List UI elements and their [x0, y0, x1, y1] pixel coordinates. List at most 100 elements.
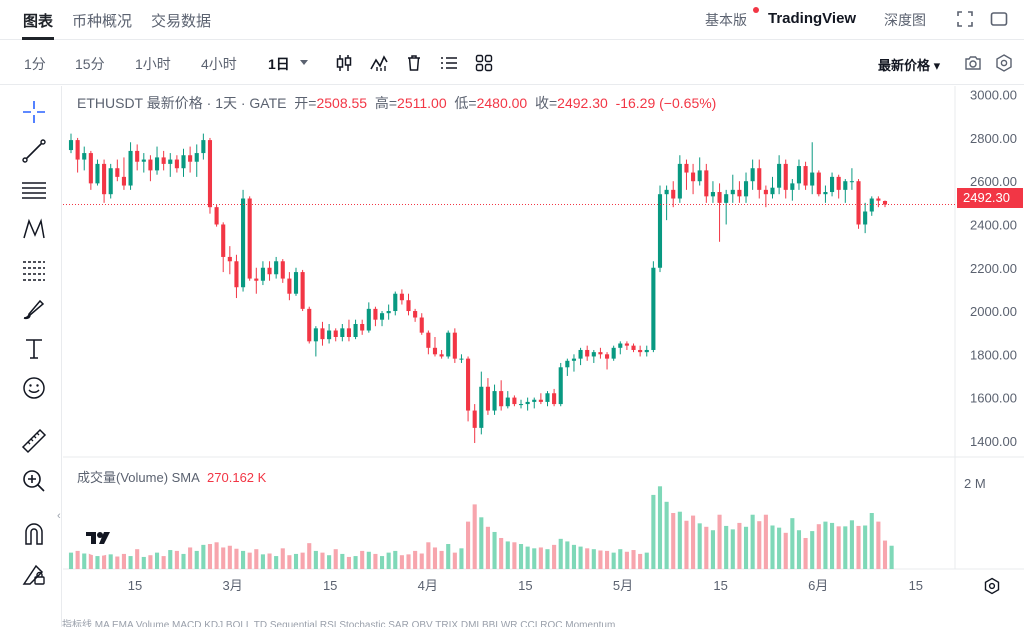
volume-bar: [830, 522, 835, 569]
candle-body: [651, 267, 656, 350]
volume-bar: [743, 526, 749, 569]
horizontal-lines-icon[interactable]: [20, 177, 48, 205]
candle-body: [565, 360, 570, 368]
candle-body: [168, 159, 173, 164]
candle-body: [293, 272, 299, 294]
candle-body: [863, 211, 868, 225]
zoom-in-icon[interactable]: [20, 467, 48, 495]
volume-bar: [141, 556, 146, 569]
layout-grid-icon[interactable]: [474, 53, 494, 73]
volume-bar: [214, 542, 219, 569]
brush-icon[interactable]: [20, 295, 48, 323]
timeframe-1m[interactable]: 1分: [24, 56, 46, 72]
fullscreen-icon[interactable]: [956, 10, 974, 28]
y-tick-label: 1800.00: [970, 347, 1017, 362]
window-icon[interactable]: [990, 10, 1008, 28]
candle-body: [75, 140, 80, 160]
volume-bar: [426, 542, 431, 569]
volume-bar: [717, 514, 722, 569]
candle-body: [518, 404, 524, 406]
volume-bar: [221, 547, 226, 569]
text-tool-icon[interactable]: [20, 335, 48, 363]
last-price-tag: 2492.30: [957, 188, 1023, 208]
volume-bar: [803, 537, 808, 569]
list-icon[interactable]: [439, 53, 459, 73]
volume-bar: [889, 545, 894, 569]
candle-body: [849, 181, 854, 183]
crosshair-icon[interactable]: [20, 98, 48, 126]
volume-bar: [843, 526, 848, 569]
axis-settings-icon[interactable]: [983, 577, 1001, 595]
candle-body: [512, 397, 517, 405]
timeframe-15m[interactable]: 15分: [75, 56, 105, 72]
candle-body: [340, 328, 345, 337]
candle-body: [499, 391, 504, 407]
tradingview-view-button[interactable]: TradingView: [768, 10, 857, 27]
volume-bar: [108, 554, 113, 569]
candle-body: [82, 153, 87, 160]
tab-coin-overview[interactable]: 币种概况: [72, 13, 133, 30]
lock-drawings-icon[interactable]: [20, 560, 48, 588]
volume-bar: [571, 544, 577, 569]
volume-bar: [525, 546, 530, 569]
indicators-icon[interactable]: [369, 53, 389, 73]
volume-bar: [505, 541, 510, 569]
timeframe-4h[interactable]: 4小时: [201, 56, 237, 72]
volume-bar: [135, 549, 140, 569]
tab-chart[interactable]: 图表: [23, 13, 54, 30]
timeframe-1h[interactable]: 1小时: [135, 56, 171, 72]
candle-body: [830, 176, 835, 193]
volume-bar: [181, 553, 186, 569]
y-tick-label: 3000.00: [970, 88, 1017, 103]
volume-bar: [95, 556, 100, 569]
fib-levels-icon[interactable]: [20, 256, 48, 284]
candle-body: [108, 168, 113, 195]
x-tick-label: 15: [323, 578, 337, 593]
pattern-icon[interactable]: [20, 216, 48, 244]
candle-body: [121, 176, 126, 186]
candle-body: [307, 308, 312, 342]
volume-bar: [790, 518, 795, 569]
close-value: 2492.30: [557, 95, 608, 111]
collapse-panel-handle[interactable]: ‹: [57, 510, 61, 522]
candle-body: [664, 189, 669, 195]
magnet-icon[interactable]: [20, 520, 48, 548]
timeframe-dropdown-icon[interactable]: [299, 57, 309, 67]
volume-bar: [154, 552, 160, 569]
volume-bar: [479, 517, 484, 569]
volume-bar: [201, 544, 206, 569]
candle-body: [618, 343, 623, 348]
volume-bar: [432, 547, 438, 569]
candle-body: [413, 311, 418, 318]
candle-body: [710, 192, 715, 197]
depth-chart-button[interactable]: 深度图: [884, 12, 926, 28]
volume-bar: [300, 552, 305, 569]
trash-icon[interactable]: [404, 53, 424, 73]
timeframe-1d[interactable]: 1日: [268, 56, 290, 72]
candle-body: [810, 172, 815, 186]
open-label: 开=: [294, 95, 317, 111]
volume-bar: [611, 552, 616, 569]
candle-body: [598, 352, 603, 355]
candle-body: [843, 181, 848, 190]
volume-bar: [810, 531, 815, 569]
settings-icon[interactable]: [994, 53, 1014, 73]
volume-bar: [532, 548, 537, 569]
basic-view-button[interactable]: 基本版: [705, 12, 747, 28]
indicator-strip[interactable]: 指标线 MA EMA Volume MACD KDJ BOLL TD Seque…: [62, 620, 616, 627]
emoji-icon[interactable]: [20, 374, 48, 402]
volume-bar: [737, 522, 742, 569]
volume-bar: [207, 544, 213, 569]
tab-trading-data[interactable]: 交易数据: [151, 13, 212, 30]
candle-body: [532, 399, 537, 402]
camera-icon[interactable]: [963, 53, 983, 73]
ruler-icon[interactable]: [20, 427, 48, 455]
trend-line-icon[interactable]: [20, 137, 48, 165]
price-type-select[interactable]: 最新价格 ▾: [878, 58, 941, 73]
volume-bar: [816, 524, 821, 569]
candle-body: [95, 163, 100, 184]
tradingview-logo-icon: [86, 532, 110, 544]
volume-bar: [876, 521, 881, 569]
candle-type-icon[interactable]: [334, 53, 354, 73]
